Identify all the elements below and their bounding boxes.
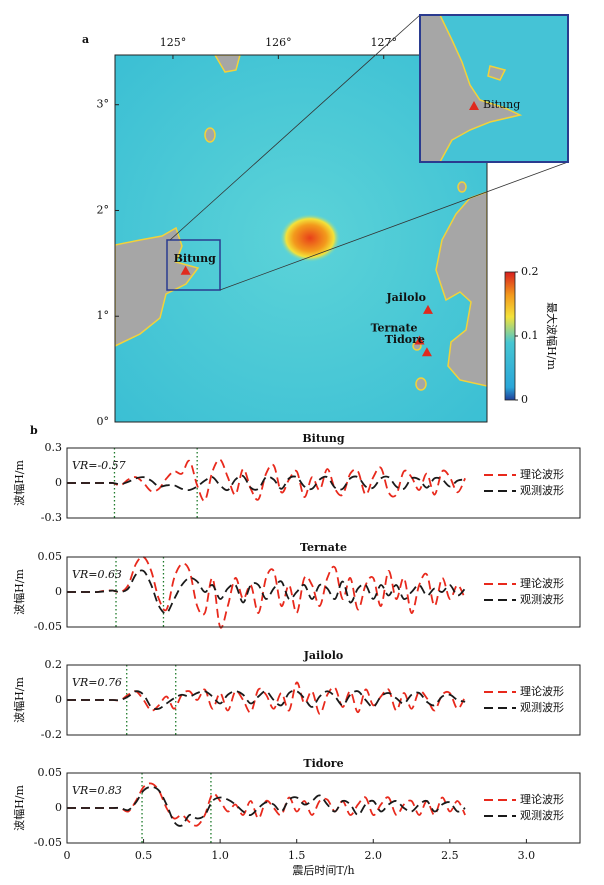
y-tick-label: 0 [55,801,62,814]
y-tick-label: -0.2 [41,728,62,741]
panel-title: Ternate [300,541,347,554]
x-tick-label: 2.5 [441,849,459,862]
island [457,181,467,193]
axes-frame [66,664,581,736]
legend-label: 理论波形 [520,576,564,590]
max-amplitude-spot [280,214,340,262]
x-tick-label: 2.0 [365,849,383,862]
panel-title: Bitung [302,432,345,445]
vr-annotation: VR=-0.57 [72,459,126,472]
x-tick-label: 1.5 [288,849,306,862]
vr-annotation: VR=0.83 [72,784,122,797]
inset-frame [419,14,569,163]
colorbar [504,271,516,401]
x-tick-label: 0.5 [135,849,153,862]
waveform [67,682,580,714]
y-tick-label: 2° [97,203,110,216]
y-axis-label: 波幅H/m [13,460,26,506]
x-tick-label: 0 [64,849,71,862]
legend-label: 理论波形 [520,684,564,698]
inset-land [420,15,523,162]
colorbar-tick-label: 0.1 [521,329,539,342]
y-tick-label: 0° [97,415,110,428]
panel-title: Jailolo [303,649,344,662]
y-tick-label: -0.3 [41,511,62,524]
zoom-line [219,161,569,291]
waveform [67,460,580,501]
vr-annotation: VR=0.76 [72,676,122,689]
station-marker [421,347,432,357]
island [214,55,241,73]
x-tick-label: 126° [265,36,292,49]
station-label: Bitung [174,252,217,265]
y-tick-label: -0.05 [34,620,62,633]
y-tick-label: 0.3 [45,441,63,454]
x-tick-label: 1.0 [211,849,229,862]
y-tick-label: 0.05 [38,550,63,563]
inset-station-label: Bitung [483,98,520,111]
inset-station-marker [469,101,479,110]
island [204,127,216,143]
legend-label: 观测波形 [520,701,564,714]
legend-label: 观测波形 [520,484,564,497]
axes-frame [66,772,581,844]
y-tick-label: 0.2 [45,658,63,671]
zoom-box [166,239,221,291]
y-axis-label: 波幅H/m [13,785,26,831]
land-halmahera [435,191,487,387]
legend-label: 观测波形 [520,593,564,606]
inset: Bitung [419,14,569,163]
colorbar-tick-label: 0.2 [521,265,539,278]
axes-frame [66,556,581,628]
colorbar-label: 最大波幅H/m [545,302,559,370]
waveform [67,557,580,628]
x-tick-label: 125° [160,36,187,49]
x-axis-label: 震后时间T/h [292,864,354,877]
y-axis-label: 波幅H/m [13,569,26,615]
y-tick-label: 0 [55,693,62,706]
x-tick-label: 127° [370,36,397,49]
y-tick-label: -0.05 [34,836,62,849]
legend-label: 观测波形 [520,809,564,822]
x-tick-label: 3.0 [518,849,536,862]
y-tick-label: 0.05 [38,766,63,779]
y-tick-label: 3° [97,98,110,111]
y-tick-label: 0 [55,585,62,598]
station-marker [180,265,191,275]
y-tick-label: 0 [55,476,62,489]
axes-frame [66,447,581,519]
colorbar-tick-label: 0 [521,393,528,406]
panel-label: b [30,424,38,437]
waveform [67,787,580,826]
station-marker [414,335,425,345]
station-label: Ternate [371,322,418,335]
waveform [66,474,466,492]
y-axis-label: 波幅H/m [13,677,26,723]
land-sulawesi [115,226,200,347]
panel-title: Tidore [303,757,343,770]
legend-label: 理论波形 [520,792,564,806]
station-label: Tidore [385,333,425,346]
map-layers [115,55,487,391]
map-frame [114,54,488,423]
island [415,377,427,391]
vr-annotation: VR=0.63 [72,568,122,581]
y-tick-label: 1° [97,309,110,322]
zoom-line [169,14,421,241]
inset-island [487,65,507,81]
station-label: Jailolo [385,291,426,304]
panel-label: a [82,33,89,46]
station-marker [422,304,433,314]
map-panel: Bitung [114,14,569,423]
legend-label: 理论波形 [520,467,564,481]
